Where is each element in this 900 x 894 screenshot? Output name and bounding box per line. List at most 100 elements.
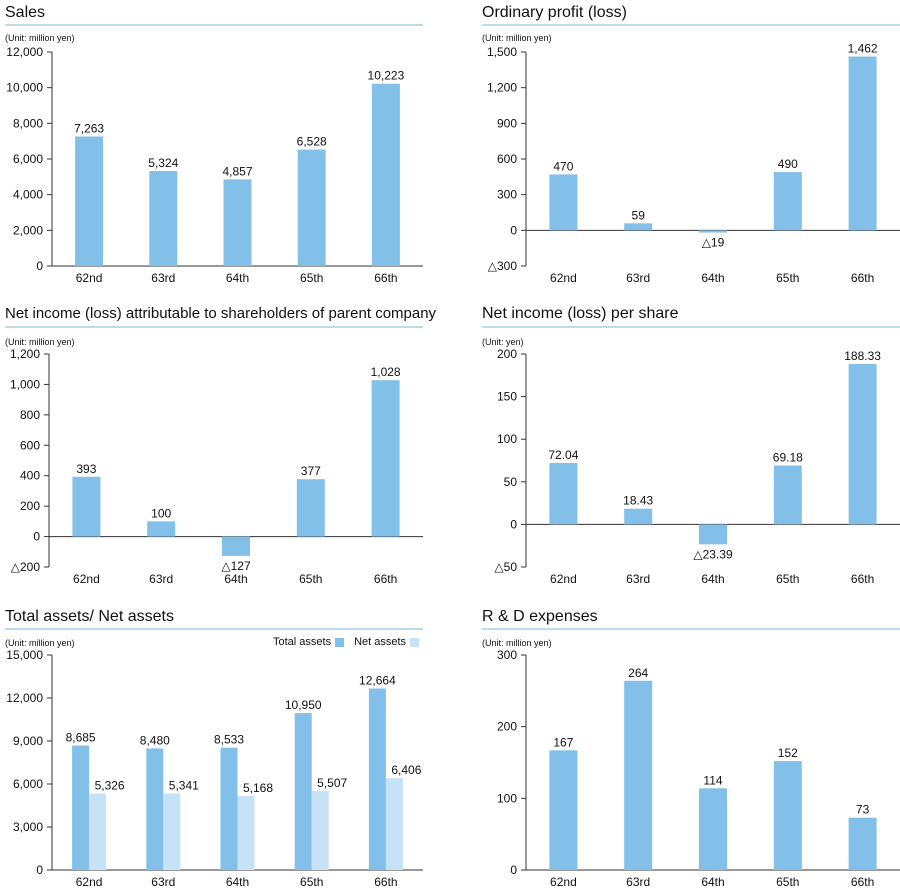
y-tick-label: 100: [497, 791, 517, 805]
y-tick-label: 300: [497, 648, 517, 662]
data-label: 8,480: [140, 733, 170, 747]
title-divider: [5, 24, 423, 26]
data-label: 72.04: [548, 448, 578, 462]
bar: [624, 508, 653, 525]
bar-chart: △200 0 200 400 600 800 1,000 1,200 62nd 393 63rd 10…: [10, 347, 423, 586]
x-tick-label: 66th: [851, 271, 874, 285]
y-tick-label: △50: [494, 560, 517, 574]
bar: [297, 149, 326, 266]
title-divider: [482, 24, 900, 26]
y-tick-label: 0: [36, 259, 43, 273]
y-tick-label: 4,000: [13, 188, 43, 202]
data-label: 188.33: [844, 349, 881, 363]
chart-title: R & D expenses: [482, 608, 598, 625]
y-tick-label: 200: [497, 720, 517, 734]
data-label: 4,857: [222, 164, 252, 178]
y-tick-label: 0: [510, 223, 517, 237]
bar: [220, 747, 238, 870]
bar: [699, 524, 727, 545]
data-label: 470: [553, 159, 573, 173]
y-tick-label: △200: [11, 560, 41, 574]
bar: [549, 750, 578, 870]
data-label: 393: [76, 462, 96, 476]
x-tick-label: 64th: [701, 271, 724, 285]
bar: [149, 171, 178, 266]
data-label: 490: [778, 157, 798, 171]
data-label: 1,462: [848, 42, 878, 56]
bar: [222, 536, 250, 556]
chart-title: Net income (loss) per share: [482, 305, 679, 322]
x-tick-label: 63rd: [626, 875, 650, 889]
bar: [385, 778, 403, 870]
data-label: 5,341: [169, 778, 199, 792]
bar: [549, 174, 578, 231]
bar: [773, 465, 802, 525]
bar-chart: 0 100 200 300 62nd 167 63rd 264 64th 114 65th 152 66…: [497, 648, 900, 889]
y-tick-label: 6,000: [13, 777, 43, 791]
x-tick-label: 62nd: [550, 572, 577, 586]
y-tick-label: 10,000: [6, 81, 43, 95]
bar: [773, 761, 802, 870]
bar: [72, 745, 90, 870]
y-tick-label: 1,200: [10, 347, 40, 361]
y-tick-label: 1,500: [487, 45, 517, 59]
y-tick-label: 1,000: [10, 377, 40, 391]
y-tick-label: 6,000: [13, 152, 43, 166]
bar: [296, 479, 325, 537]
y-tick-label: 200: [497, 347, 517, 361]
y-tick-label: 0: [36, 863, 43, 877]
x-tick-label: 63rd: [626, 572, 650, 586]
legend-label-total-assets: Total assets: [273, 636, 332, 648]
x-tick-label: 65th: [776, 875, 799, 889]
bar: [368, 688, 386, 870]
x-tick-label: 62nd: [73, 572, 100, 586]
x-tick-label: 65th: [776, 572, 799, 586]
x-tick-label: 63rd: [151, 875, 175, 889]
chart-title: Ordinary profit (loss): [482, 4, 627, 21]
bar-chart: 0 3,000 6,000 9,000 12,000 15,000 62nd 8,685 5,3…: [6, 648, 423, 889]
bar-chart: △300 0 300 600 900 1,200 1,500 62nd 470 63rd 59 64t…: [487, 42, 900, 285]
x-tick-label: 66th: [374, 572, 397, 586]
chart-legend: Total assets Net assets: [273, 636, 420, 648]
y-tick-label: 1,200: [487, 81, 517, 95]
legend-swatch-net-assets: [410, 637, 420, 647]
unit-label: (Unit: yen): [482, 337, 524, 347]
y-tick-label: 100: [497, 432, 517, 446]
x-tick-label: 65th: [776, 271, 799, 285]
bar-chart: △50 0 50 100 150 200 62nd 72.04 63rd 18.43 64th △23…: [494, 347, 900, 586]
bar: [549, 463, 578, 525]
bar: [147, 521, 176, 537]
x-tick-label: 66th: [374, 875, 397, 889]
data-label: 10,950: [285, 698, 322, 712]
data-label: 18.43: [623, 494, 653, 508]
x-tick-label: 65th: [300, 271, 323, 285]
bar: [848, 363, 877, 525]
y-tick-label: 600: [20, 438, 40, 452]
data-label: 5,326: [95, 779, 125, 793]
title-divider: [482, 326, 900, 328]
data-label: △23.39: [693, 547, 733, 561]
x-tick-label: 62nd: [550, 875, 577, 889]
unit-label: (Unit: million yen): [5, 33, 75, 43]
data-label: 6,406: [391, 763, 421, 777]
chart-panel-net-income: Net income (loss) attributable to shareh…: [5, 305, 436, 595]
y-tick-label: 3,000: [13, 820, 43, 834]
data-label: △127: [221, 559, 251, 573]
x-tick-label: 62nd: [550, 271, 577, 285]
data-label: 8,685: [66, 731, 96, 745]
bar: [773, 172, 802, 231]
y-tick-label: 400: [20, 469, 40, 483]
data-label: 5,507: [317, 776, 347, 790]
bar: [624, 223, 653, 231]
data-label: 114: [703, 773, 722, 787]
x-tick-label: 64th: [226, 271, 249, 285]
chart-panel-assets: Total assets/ Net assets (Unit: million …: [5, 608, 428, 894]
x-tick-label: 65th: [300, 875, 323, 889]
y-tick-label: △300: [488, 259, 518, 273]
x-tick-label: 62nd: [76, 271, 103, 285]
y-tick-label: 50: [504, 475, 518, 489]
chart-panel-sales: Sales (Unit: million yen) 0 2,000 4,000 6,0…: [5, 4, 423, 294]
data-label: 5,324: [148, 156, 178, 170]
bar-chart: 0 2,000 4,000 6,000 8,000 10,000 12,000 62nd 7,2…: [6, 45, 423, 285]
data-label: 5,168: [243, 781, 273, 795]
